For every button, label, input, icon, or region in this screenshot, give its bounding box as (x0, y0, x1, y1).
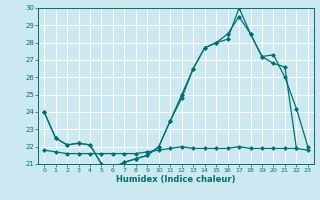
X-axis label: Humidex (Indice chaleur): Humidex (Indice chaleur) (116, 175, 236, 184)
